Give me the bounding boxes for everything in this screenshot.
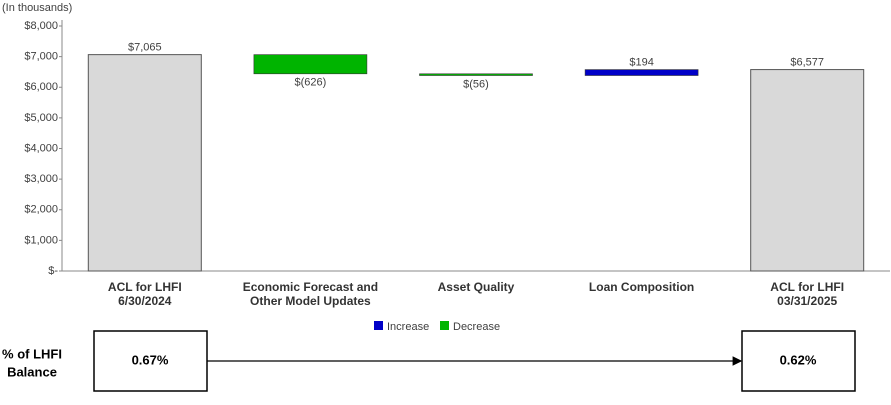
x-tick-label: ACL for LHFI — [108, 280, 182, 294]
y-tick-label: $4,000 — [24, 142, 58, 154]
y-tick-label: $1,000 — [24, 234, 58, 246]
bar — [253, 54, 368, 75]
y-tick-label: $6,000 — [24, 81, 58, 93]
legend-label: Decrease — [453, 321, 500, 333]
bar — [419, 73, 533, 76]
bar — [584, 69, 699, 76]
value-label: $6,577 — [790, 56, 824, 68]
ratio-end: 0.62% — [780, 352, 817, 367]
x-tick-label: 03/31/2025 — [777, 294, 837, 308]
bar — [87, 54, 202, 272]
value-label: $194 — [629, 56, 653, 68]
value-label: $(56) — [463, 78, 489, 90]
x-tick-label: Loan Composition — [589, 280, 694, 294]
x-tick-label: ACL for LHFI — [770, 280, 844, 294]
x-tick-label: 6/30/2024 — [118, 294, 172, 308]
ratio-start: 0.67% — [132, 352, 169, 367]
x-tick-label: Other Model Updates — [250, 294, 371, 308]
y-tick-label: $- — [48, 265, 58, 277]
ratio-label: % of LHFI — [2, 346, 62, 361]
y-tick-label: $7,000 — [24, 51, 58, 63]
y-tick-label: $2,000 — [24, 204, 58, 216]
legend-swatch — [374, 321, 383, 330]
value-label: $(626) — [295, 77, 327, 89]
y-tick-label: $8,000 — [24, 20, 58, 32]
legend-swatch — [440, 321, 449, 330]
value-label: $7,065 — [128, 42, 162, 54]
y-tick-label: $5,000 — [24, 112, 58, 124]
x-tick-label: Asset Quality — [438, 280, 515, 294]
y-tick-label: $3,000 — [24, 173, 58, 185]
legend-label: Increase — [387, 321, 429, 333]
ratio-label: Balance — [7, 364, 57, 379]
axis-note: (In thousands) — [2, 2, 72, 14]
x-tick-label: Economic Forecast and — [243, 280, 378, 294]
bar — [750, 69, 865, 272]
